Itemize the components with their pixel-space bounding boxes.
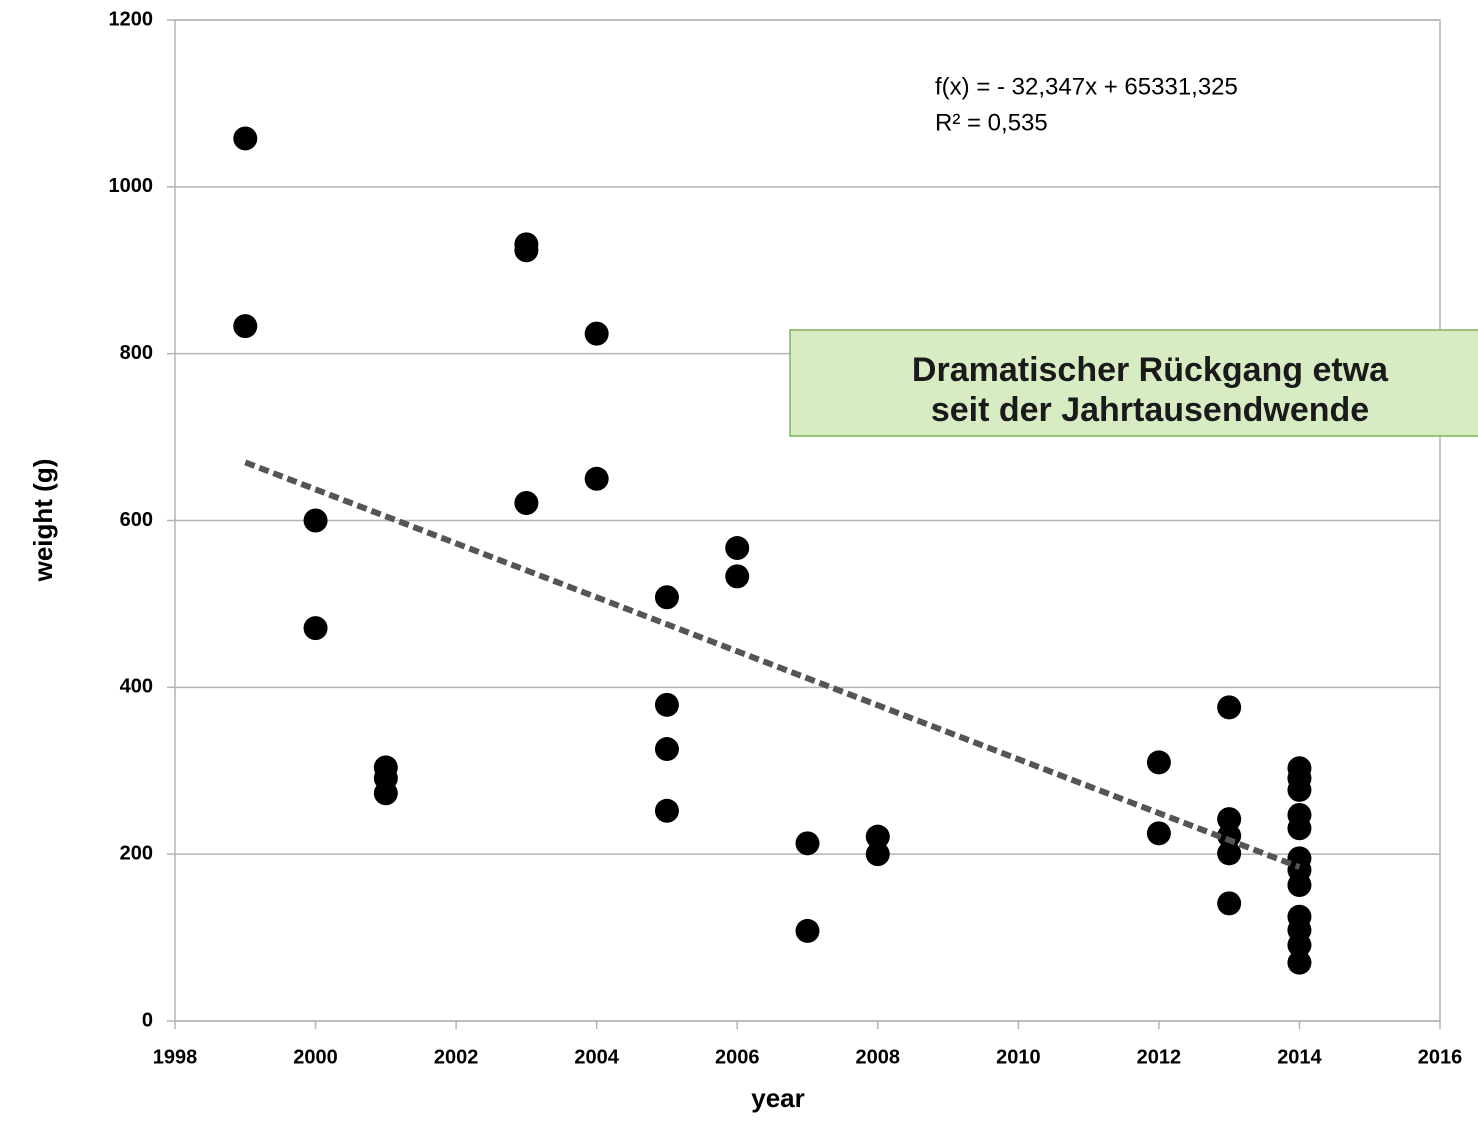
point — [654, 692, 679, 717]
point — [1217, 823, 1242, 848]
y-tick-label: 200 — [120, 842, 153, 864]
x-tick-label: 2006 — [715, 1046, 760, 1068]
point — [1217, 891, 1242, 916]
y-tick-label: 800 — [120, 342, 153, 364]
point — [1217, 695, 1242, 720]
x-tick-label: 2014 — [1277, 1046, 1322, 1068]
point — [514, 238, 539, 263]
point — [1217, 807, 1242, 832]
equation: f(x) = - 32,347x + 65331,325 — [935, 73, 1238, 100]
point — [1146, 821, 1171, 846]
x-tick-label: 2010 — [996, 1046, 1041, 1068]
point — [373, 781, 398, 806]
plot: 0 200 400 600 800 1000 1200 1998 2000 2002 2004 200… — [109, 8, 1463, 1068]
x-tick-label: 2008 — [856, 1046, 901, 1068]
point — [1287, 777, 1312, 802]
point — [725, 536, 750, 561]
point — [865, 842, 890, 867]
x-tick-label: 1998 — [153, 1046, 198, 1068]
point — [233, 126, 258, 151]
point — [654, 585, 679, 610]
annotation-text: Dramatischer Rückgang etwa — [912, 351, 1389, 389]
x-axis-title: year — [751, 1083, 805, 1113]
x-tick-label: 2016 — [1418, 1046, 1463, 1068]
point — [795, 831, 820, 856]
x-tick-label: 2000 — [293, 1046, 338, 1068]
point — [1217, 841, 1242, 866]
y-tick-label: 0 — [142, 1009, 153, 1031]
point — [1146, 750, 1171, 775]
y-tick-label: 600 — [120, 509, 153, 531]
y-axis-title: weight (g) — [28, 459, 58, 583]
point — [865, 824, 890, 849]
x-tick-label: 2012 — [1137, 1046, 1182, 1068]
point — [654, 737, 679, 762]
point — [584, 321, 609, 346]
point — [303, 616, 328, 641]
point — [303, 508, 328, 533]
trendline — [244, 459, 1301, 870]
r-squared: R² = 0,535 — [935, 109, 1048, 136]
point — [725, 564, 750, 589]
point — [1287, 933, 1312, 958]
x-tick-label: 2004 — [574, 1046, 619, 1068]
y-tick-label: 1200 — [109, 8, 154, 30]
y-tick-label: 400 — [120, 676, 153, 698]
point — [1287, 950, 1312, 975]
point — [795, 918, 820, 943]
annotation-text: seit der Jahrtausendwende — [931, 391, 1369, 429]
point — [233, 314, 258, 339]
annotation-box — [789, 329, 1478, 437]
point — [1287, 873, 1312, 898]
x-tick-label: 2002 — [434, 1046, 479, 1068]
point — [584, 466, 609, 491]
point — [1287, 816, 1312, 841]
point — [514, 490, 539, 515]
y-tick-label: 1000 — [109, 175, 154, 197]
point — [654, 798, 679, 823]
